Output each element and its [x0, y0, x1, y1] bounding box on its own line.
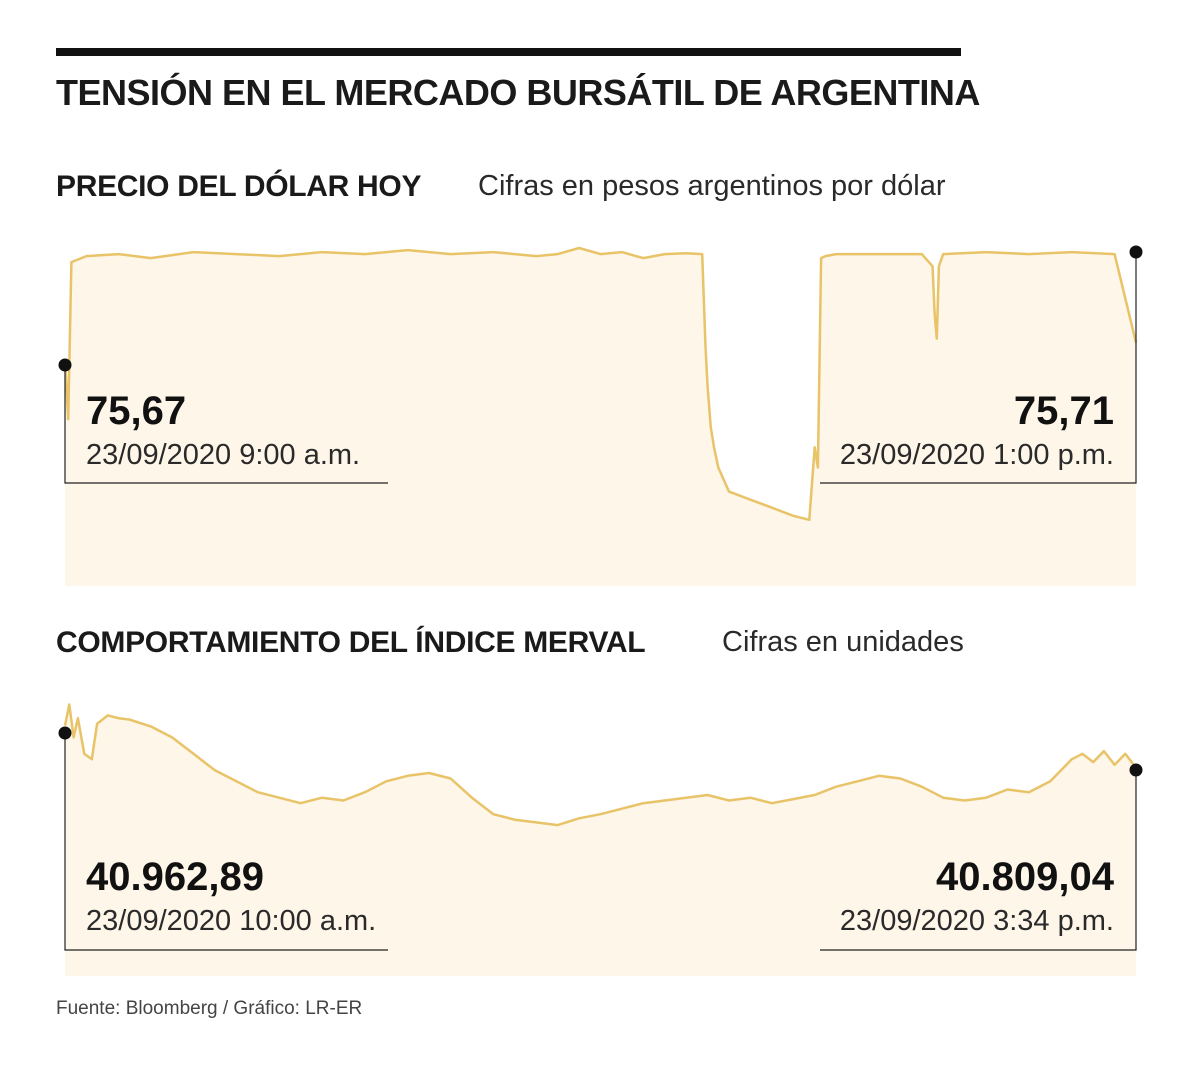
- merval-chart-subtitle: Cifras en unidades: [722, 626, 964, 658]
- merval-end-label: 23/09/2020 3:34 p.m.: [840, 905, 1114, 937]
- merval-start-label: 23/09/2020 10:00 a.m.: [86, 905, 376, 937]
- dollar-chart-title: PRECIO DEL DÓLAR HOY: [56, 170, 422, 203]
- source-note: Fuente: Bloomberg / Gráfico: LR-ER: [56, 998, 363, 1019]
- merval-area: [65, 704, 1136, 976]
- dollar-price-chart: 75,67 23/09/2020 9:00 a.m. 75,71 23/09/2…: [58, 245, 1143, 586]
- merval-end-dot: [1129, 763, 1143, 777]
- dollar-start-callout-line: [64, 365, 388, 484]
- dollar-area: [65, 248, 1136, 586]
- merval-chart-title: COMPORTAMIENTO DEL ÍNDICE MERVAL: [56, 626, 646, 659]
- dollar-end-callout-line: [820, 252, 1137, 484]
- dollar-start-label: 23/09/2020 9:00 a.m.: [86, 439, 360, 471]
- top-rule: [56, 48, 961, 56]
- dollar-start-dot: [58, 358, 72, 372]
- dollar-end-label: 23/09/2020 1:00 p.m.: [840, 439, 1114, 471]
- dollar-start-value: 75,67: [86, 389, 186, 433]
- merval-index-chart: 40.962,89 23/09/2020 10:00 a.m. 40.809,0…: [58, 703, 1143, 976]
- merval-start-dot: [58, 726, 72, 740]
- merval-start-callout-line: [64, 733, 388, 951]
- merval-start-value: 40.962,89: [86, 855, 264, 899]
- merval-end-callout-line: [820, 770, 1137, 951]
- page-title: TENSIÓN EN EL MERCADO BURSÁTIL DE ARGENT…: [56, 72, 980, 113]
- dollar-chart-subtitle: Cifras en pesos argentinos por dólar: [478, 170, 946, 202]
- merval-end-value: 40.809,04: [936, 855, 1115, 899]
- dollar-end-dot: [1129, 245, 1143, 259]
- dollar-line: [63, 246, 1138, 522]
- merval-line: [63, 703, 1137, 827]
- dollar-end-value: 75,71: [1014, 389, 1114, 433]
